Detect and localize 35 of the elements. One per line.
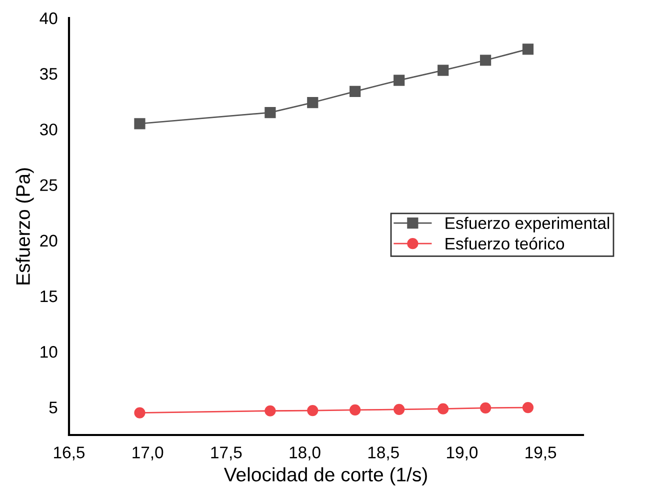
y-tick-label: 15 [40, 290, 58, 302]
y-tick-label: 25 [40, 179, 58, 192]
point [522, 44, 534, 55]
point [480, 402, 492, 414]
x-tick-label: 17,5 [211, 446, 242, 460]
y-axis-title: Esfuerzo (Pa) [16, 168, 34, 284]
point [307, 404, 318, 416]
point [522, 402, 534, 414]
y-tick-label: 5 [49, 402, 58, 414]
y-tick-label: 10 [40, 346, 58, 358]
x-tick-label: 19,5 [526, 446, 556, 460]
point [394, 74, 405, 86]
point [134, 407, 146, 418]
point [307, 96, 318, 108]
y-tick-label: 35 [40, 68, 58, 80]
y-tick-label: 20 [40, 234, 58, 247]
point [264, 405, 276, 416]
x-tick-label: 19,0 [447, 446, 478, 460]
legend-label: Esfuerzo teórico [446, 237, 564, 250]
x-axis-title: Velocidad de corte (1/s) [224, 467, 427, 486]
y-tick-label: 30 [40, 124, 58, 136]
point [350, 86, 361, 97]
point [438, 403, 449, 414]
x-tick-label: 18,0 [290, 446, 320, 460]
x-tick-label: 18,5 [368, 446, 399, 460]
point [264, 106, 276, 118]
y-tick-label: 40 [40, 12, 58, 24]
point [438, 64, 449, 76]
point [480, 54, 492, 66]
point [394, 404, 405, 415]
x-tick-label: 17,0 [132, 446, 164, 460]
point [134, 118, 146, 130]
point [350, 404, 361, 416]
legend-label: Esfuerzo experimental [446, 216, 610, 232]
x-tick-label: 16,5 [54, 446, 85, 460]
